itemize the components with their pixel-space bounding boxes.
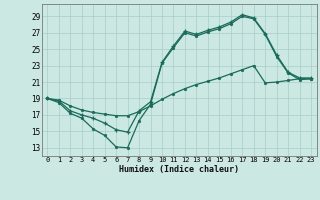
X-axis label: Humidex (Indice chaleur): Humidex (Indice chaleur) xyxy=(119,165,239,174)
